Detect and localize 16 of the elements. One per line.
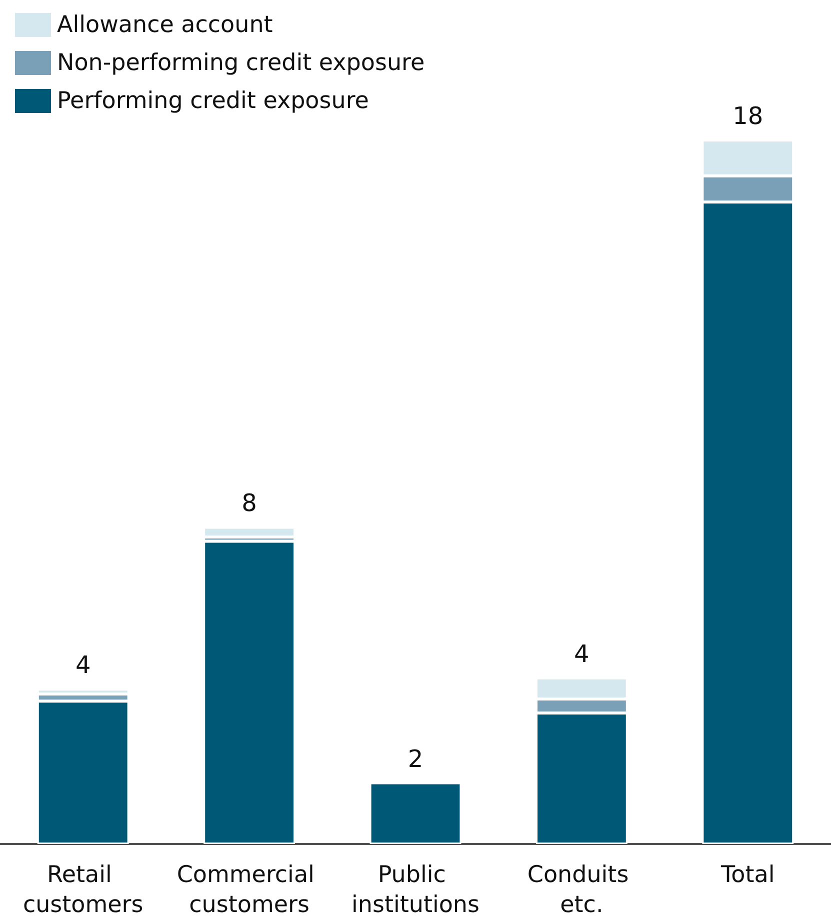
x-tick-label: Retail customers (22, 862, 144, 918)
legend-label: Allowance account (57, 12, 273, 38)
annotation: 18 (732, 102, 764, 130)
x-tick-label: Commercial customers (176, 862, 322, 918)
bar (204, 527, 296, 538)
x-tick-label: Public institutions (352, 862, 480, 918)
bar (204, 541, 296, 844)
bar (370, 782, 462, 844)
annotation: 2 (408, 744, 424, 773)
legend-label: Non-performing credit exposure (57, 50, 425, 76)
x-tick-label: Total (720, 862, 775, 888)
annotation: 4 (574, 640, 590, 668)
x-tick-label: Conduits etc. (527, 862, 636, 918)
annotation: 4 (75, 651, 91, 680)
legend-label: Performing credit exposure (57, 88, 369, 114)
annotation: 8 (242, 489, 257, 518)
